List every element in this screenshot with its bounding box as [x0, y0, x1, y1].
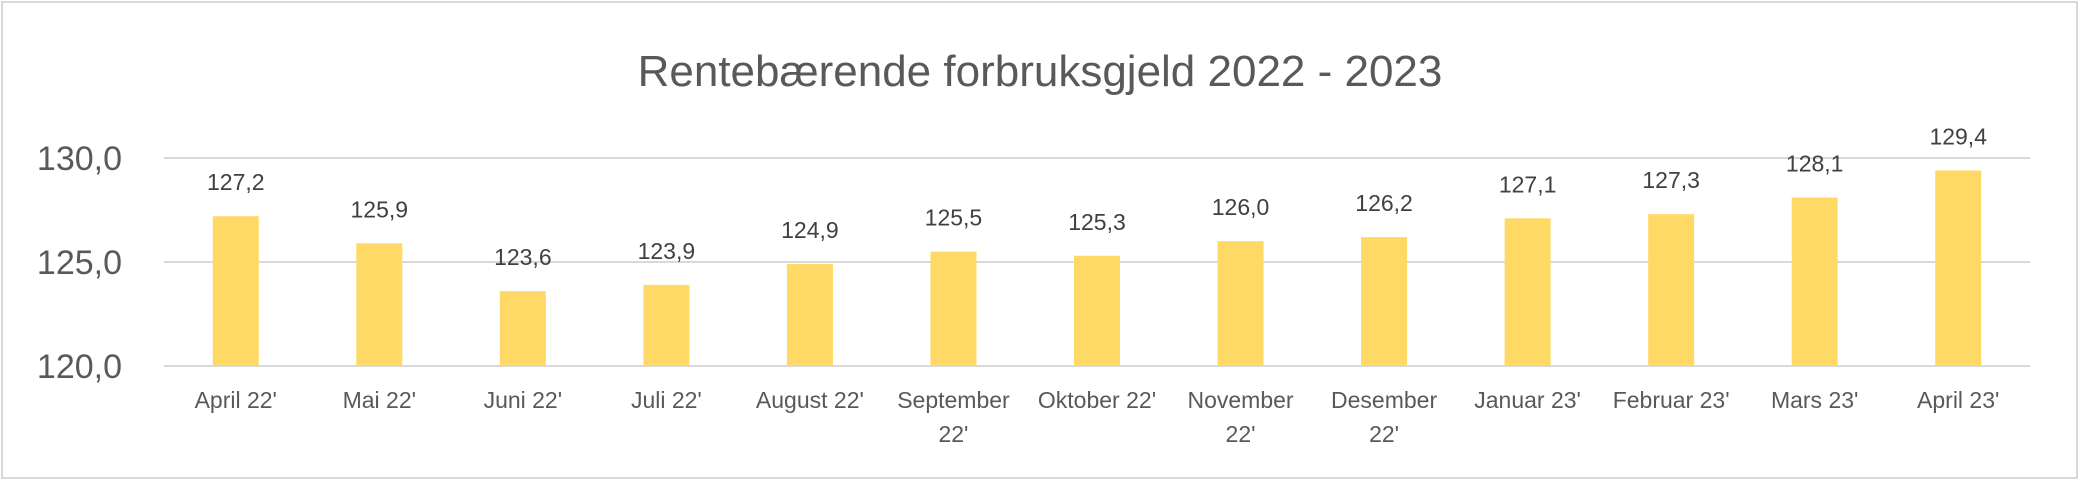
y-tick-label: 125,0: [37, 244, 122, 282]
y-axis-ticks: 120,0 125,0 130,0: [37, 140, 122, 386]
x-tick-label: Desember 22': [1331, 387, 1437, 447]
x-tick-label: Februar 23': [1613, 387, 1730, 413]
chart-title: Rentebærende forbruksgjeld 2022 - 2023: [638, 47, 1443, 96]
data-label: 125,9: [351, 196, 409, 222]
bar: [643, 284, 690, 366]
data-label: 125,3: [1068, 209, 1126, 235]
y-tick-label: 130,0: [37, 140, 122, 178]
data-label: 128,1: [1786, 151, 1844, 177]
x-tick-label: Mai 22': [343, 387, 416, 413]
x-tick-label: April 22': [195, 387, 277, 413]
data-labels: 127,2 125,9 123,6 123,9 124,9 125,5 125,3 126,0…: [207, 123, 1987, 270]
data-label: 127,1: [1499, 171, 1557, 197]
x-axis-ticks: April 22' Mai 22' Juni 22' Juli 22' August 2…: [195, 387, 2000, 447]
data-label: 126,0: [1212, 194, 1270, 220]
x-tick-label: Juni 22': [484, 387, 563, 413]
bar: [356, 243, 403, 366]
y-tick-label: 120,0: [37, 348, 122, 386]
data-label: 124,9: [781, 217, 839, 243]
bar: [1648, 214, 1695, 366]
x-tick-label: September 22': [897, 387, 1010, 447]
bars: [212, 170, 1982, 366]
bar: [930, 251, 977, 366]
data-label: 127,3: [1642, 167, 1700, 193]
data-label: 127,2: [207, 169, 265, 195]
bar: [499, 291, 546, 366]
x-tick-label: Juli 22': [631, 387, 702, 413]
x-tick-label: Oktober 22': [1038, 387, 1156, 413]
x-tick-label: Mars 23': [1771, 387, 1858, 413]
x-tick-label: April 23': [1917, 387, 1999, 413]
data-label: 123,6: [494, 244, 552, 270]
data-label: 129,4: [1929, 123, 1987, 149]
x-tick-label: November 22': [1187, 387, 1293, 447]
bar: [1361, 237, 1408, 366]
x-tick-label: August 22': [756, 387, 864, 413]
bar: [1935, 170, 1982, 366]
data-label: 126,2: [1355, 190, 1413, 216]
data-label: 125,5: [925, 205, 983, 231]
bar: [1791, 197, 1838, 366]
x-tick-label: Januar 23': [1474, 387, 1581, 413]
bar: [1504, 218, 1551, 366]
bar: [1074, 255, 1120, 366]
bar: [212, 216, 259, 366]
bar: [786, 264, 833, 366]
bar: [1217, 241, 1264, 366]
data-label: 123,9: [638, 238, 696, 264]
